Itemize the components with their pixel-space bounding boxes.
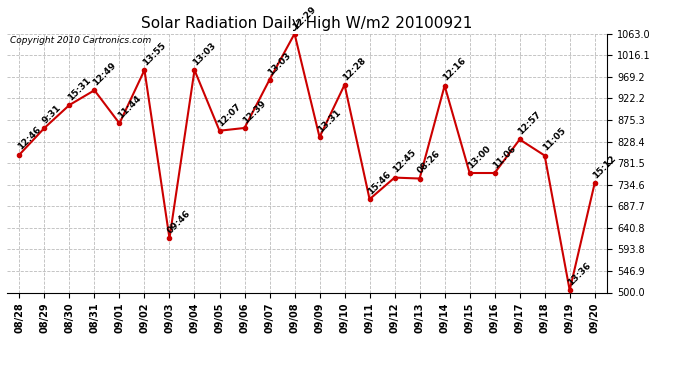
Text: 13:03: 13:03 — [191, 41, 217, 67]
Text: 12:57: 12:57 — [516, 110, 543, 136]
Text: 12:07: 12:07 — [216, 101, 242, 128]
Text: 12:49: 12:49 — [91, 61, 117, 87]
Text: 12:39: 12:39 — [241, 99, 268, 125]
Text: 09:46: 09:46 — [166, 209, 193, 236]
Text: 12:46: 12:46 — [16, 125, 43, 152]
Text: 13:36: 13:36 — [566, 261, 593, 287]
Text: 13:00: 13:00 — [466, 144, 493, 170]
Text: 11:06: 11:06 — [491, 144, 518, 170]
Text: 12:29: 12:29 — [291, 4, 317, 31]
Text: 08:26: 08:26 — [416, 149, 442, 176]
Text: 11:44: 11:44 — [116, 94, 143, 121]
Text: 12:45: 12:45 — [391, 148, 417, 175]
Text: Copyright 2010 Cartronics.com: Copyright 2010 Cartronics.com — [10, 36, 151, 45]
Text: 13:55: 13:55 — [141, 40, 168, 67]
Text: 15:46: 15:46 — [366, 170, 393, 196]
Text: 15:31: 15:31 — [66, 76, 92, 102]
Text: 11:05: 11:05 — [541, 126, 568, 153]
Text: 13:03: 13:03 — [266, 50, 293, 77]
Text: 12:16: 12:16 — [441, 56, 468, 83]
Text: 13:31: 13:31 — [316, 108, 342, 134]
Title: Solar Radiation Daily High W/m2 20100921: Solar Radiation Daily High W/m2 20100921 — [141, 16, 473, 31]
Text: 15:12: 15:12 — [591, 154, 618, 180]
Text: 12:28: 12:28 — [341, 56, 368, 82]
Text: 9:31: 9:31 — [41, 103, 63, 125]
